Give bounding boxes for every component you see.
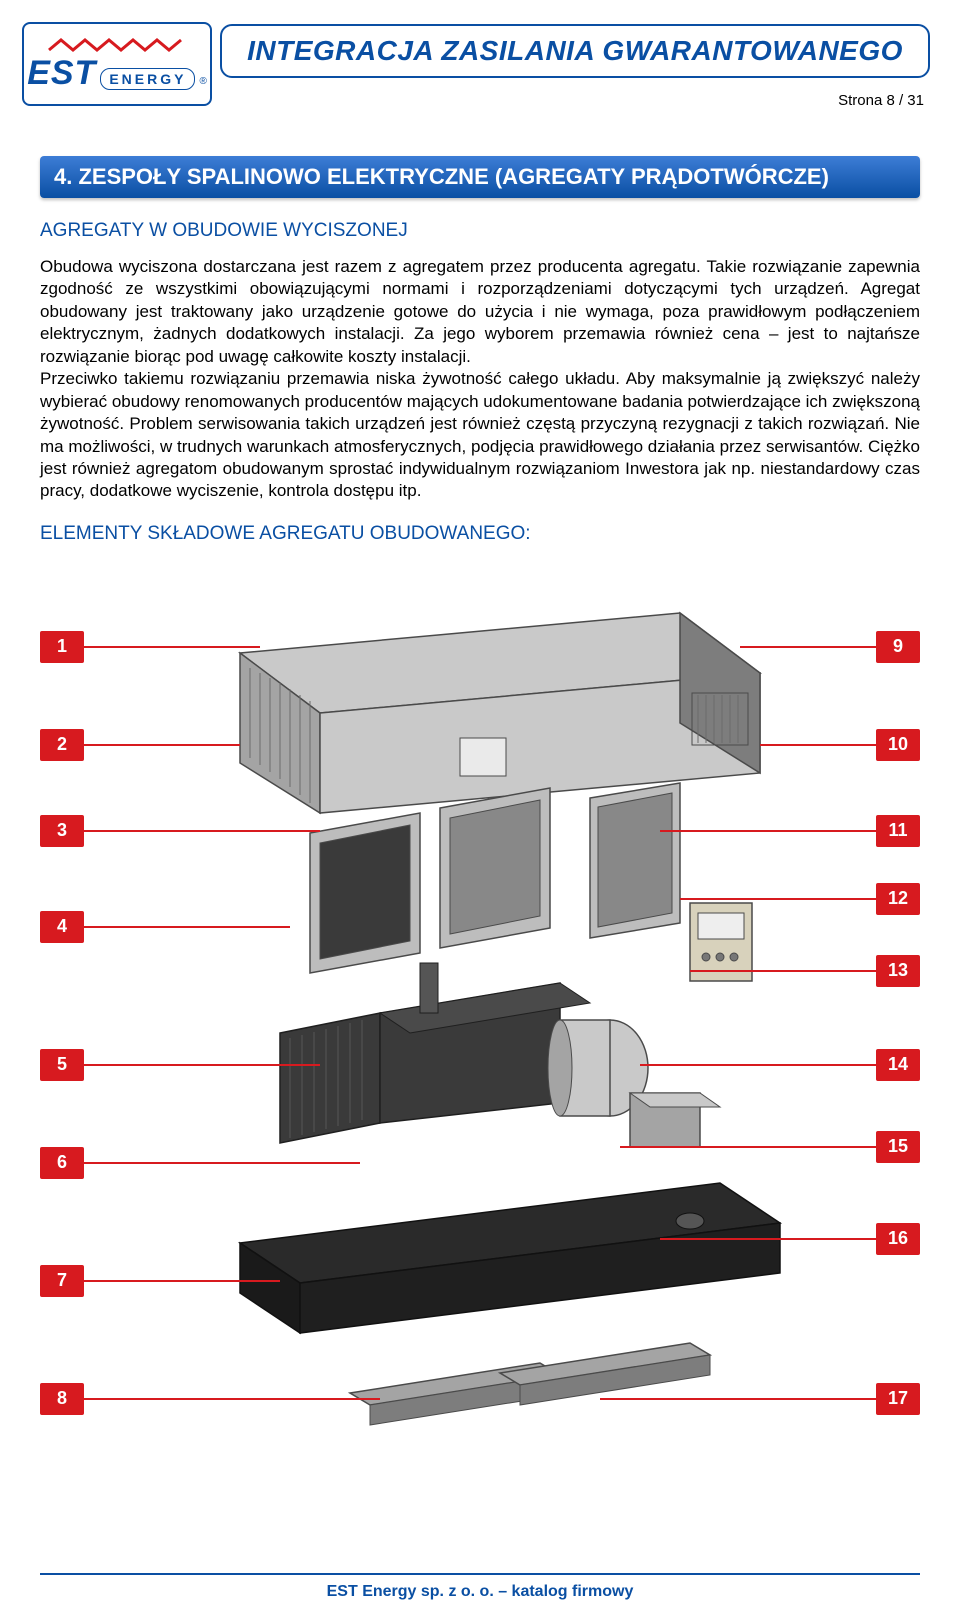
diagram-label-4: 4 bbox=[40, 911, 84, 943]
logo-zigzag-icon bbox=[47, 36, 187, 54]
logo-text: EST ENERGY ® bbox=[27, 54, 207, 93]
footer-rule bbox=[40, 1573, 920, 1575]
page-number: Strona 8 / 31 bbox=[838, 92, 924, 109]
body-paragraph: Obudowa wyciszona dostarczana jest razem… bbox=[40, 256, 920, 503]
diagram-label-11: 11 bbox=[876, 815, 920, 847]
diagram-label-17: 17 bbox=[876, 1383, 920, 1415]
header: EST ENERGY ® INTEGRACJA ZASILANIA GWARAN… bbox=[40, 18, 920, 128]
diagram-label-9: 9 bbox=[876, 631, 920, 663]
labels-left: 1 2 3 4 5 6 7 8 bbox=[40, 563, 90, 1463]
section-title: 4. ZESPOŁY SPALINOWO ELEKTRYCZNE (AGREGA… bbox=[54, 164, 829, 189]
diagram-label-6: 6 bbox=[40, 1147, 84, 1179]
logo-registered: ® bbox=[199, 76, 206, 87]
logo: EST ENERGY ® bbox=[22, 22, 212, 106]
diagram-label-5: 5 bbox=[40, 1049, 84, 1081]
diagram-label-15: 15 bbox=[876, 1131, 920, 1163]
exploded-diagram: 12345678 91011121314151617 bbox=[40, 563, 920, 1463]
diagram-label-2: 2 bbox=[40, 729, 84, 761]
logo-energy-text: ENERGY bbox=[100, 68, 195, 90]
footer-text: EST Energy sp. z o. o. – katalog firmowy bbox=[0, 1583, 960, 1601]
section-bar: 4. ZESPOŁY SPALINOWO ELEKTRYCZNE (AGREGA… bbox=[40, 156, 920, 198]
diagram-label-14: 14 bbox=[876, 1049, 920, 1081]
generator-exploded-icon bbox=[120, 563, 840, 1463]
labels-right: 9 10 11 12 13 14 15 16 17 bbox=[870, 563, 920, 1463]
logo-est-text: EST bbox=[27, 54, 96, 93]
elements-title: ELEMENTY SKŁADOWE AGREGATU OBUDOWANEGO: bbox=[40, 523, 920, 545]
title-bar: INTEGRACJA ZASILANIA GWARANTOWANEGO bbox=[220, 24, 930, 78]
diagram-label-1: 1 bbox=[40, 631, 84, 663]
diagram-label-13: 13 bbox=[876, 955, 920, 987]
diagram-label-10: 10 bbox=[876, 729, 920, 761]
diagram-label-12: 12 bbox=[876, 883, 920, 915]
subheading: AGREGATY W OBUDOWIE WYCISZONEJ bbox=[40, 220, 920, 242]
diagram-label-3: 3 bbox=[40, 815, 84, 847]
diagram-label-8: 8 bbox=[40, 1383, 84, 1415]
page-title: INTEGRACJA ZASILANIA GWARANTOWANEGO bbox=[247, 35, 903, 67]
page: EST ENERGY ® INTEGRACJA ZASILANIA GWARAN… bbox=[0, 0, 960, 1621]
diagram-label-16: 16 bbox=[876, 1223, 920, 1255]
diagram-label-7: 7 bbox=[40, 1265, 84, 1297]
